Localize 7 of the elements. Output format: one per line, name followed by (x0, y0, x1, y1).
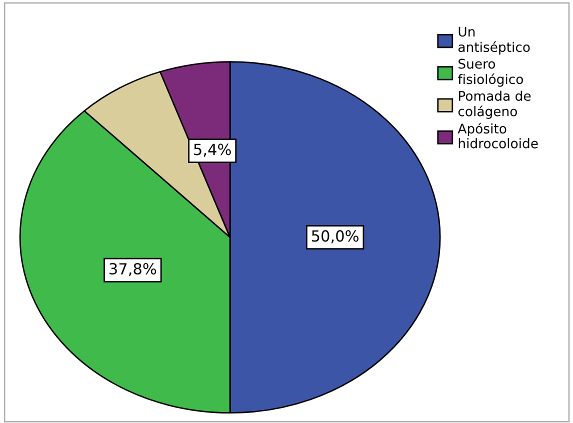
legend-label: Suero fisiológico (458, 58, 523, 87)
data-label: 37,8% (110, 263, 156, 276)
legend-label: Un antiséptico (458, 26, 530, 55)
data-label: 5,4% (194, 144, 231, 157)
data-label: 50,0% (312, 230, 358, 244)
legend-label: Apósito hidrocoloide (458, 122, 538, 148)
legend-label: Pomada de colágeno (458, 90, 531, 119)
